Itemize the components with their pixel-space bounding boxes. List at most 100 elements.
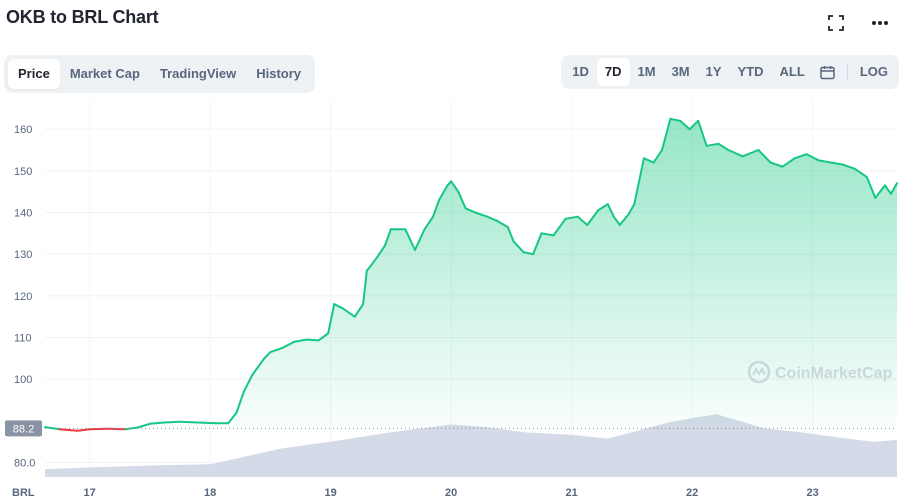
range-1y[interactable]: 1Y (705, 64, 722, 79)
price-line-segment (242, 374, 254, 393)
currency-label: BRL (12, 487, 35, 499)
price-line-segment (532, 232, 543, 256)
price-line-segment (58, 428, 79, 432)
price-line-segment (414, 228, 426, 251)
price-line-segment (540, 232, 555, 237)
price-line-segment (741, 149, 760, 158)
price-line-segment (227, 411, 238, 425)
price-line-segment (552, 217, 567, 237)
price-line-segment (586, 209, 600, 226)
price-line-segment (805, 153, 820, 162)
x-tick-label: 17 (83, 487, 95, 499)
chart-tabs: Price Market Cap TradingView History (4, 55, 316, 93)
price-line-segment (495, 219, 509, 229)
price-line-segment (317, 332, 330, 342)
price-line-segment (44, 426, 61, 431)
price-line-segment (793, 153, 808, 160)
price-line-segment (705, 142, 720, 147)
price-line-segment (293, 338, 308, 343)
price-line-segment (757, 149, 772, 164)
price-line-segment (432, 199, 441, 218)
price-line-segment (688, 119, 700, 131)
price-line-segment (633, 157, 645, 206)
y-tick-label: 110 (14, 333, 32, 345)
x-tick-label: 20 (445, 487, 457, 499)
price-line-segment (883, 184, 892, 195)
calendar-icon[interactable] (813, 58, 843, 86)
y-tick-label: 140 (14, 208, 32, 220)
price-line-segment (606, 203, 615, 218)
price-line-segment (163, 420, 181, 424)
price-line-segment (179, 420, 199, 424)
price-line-segment (457, 190, 467, 210)
tab-price[interactable]: Price (8, 59, 60, 89)
price-line-segment (865, 176, 877, 199)
price-area (45, 118, 897, 431)
y-tick-label: 160 (14, 124, 32, 136)
x-tick-label: 18 (204, 487, 216, 499)
range-1d[interactable]: 1D (572, 64, 589, 79)
price-line-segment (612, 215, 621, 226)
price-line-segment (727, 149, 744, 158)
range-ytd[interactable]: YTD (737, 64, 764, 79)
y-tick-label: 100 (14, 374, 32, 386)
tab-market-cap[interactable]: Market Cap (69, 66, 140, 81)
price-line-segment (383, 228, 392, 247)
price-line-segment (829, 161, 844, 166)
price-line-segment (564, 215, 579, 220)
price-line-segment (853, 167, 868, 179)
price-line-segment (618, 213, 630, 226)
log-scale-toggle[interactable]: LOG (859, 64, 888, 79)
open-price-badge (5, 420, 42, 437)
price-line-segment (76, 428, 91, 432)
volume-area (45, 414, 897, 477)
fullscreen-icon[interactable] (825, 12, 847, 34)
price-line-segment (281, 340, 296, 349)
watermark-text: CoinMarketCap (775, 365, 893, 382)
price-line-segment (263, 351, 272, 360)
price-line-segment (717, 142, 730, 151)
y-tick-label: 80.0 (14, 458, 35, 470)
tab-tradingview[interactable]: TradingView (159, 66, 237, 81)
price-line-segment (661, 117, 672, 151)
y-tick-label: 120 (14, 291, 32, 303)
range-all[interactable]: ALL (779, 64, 805, 79)
price-line-segment (375, 244, 386, 260)
coinmarketcap-watermark: CoinMarketCap (747, 360, 893, 384)
price-line-segment (124, 426, 139, 431)
price-line-segment (874, 184, 886, 199)
price-line-segment (305, 338, 320, 342)
chart-title: OKB to BRL Chart (6, 7, 159, 27)
price-line-segment (438, 184, 449, 201)
price-line-segment (597, 203, 609, 212)
price-line-segment (341, 307, 356, 318)
range-divider (846, 64, 848, 80)
price-line-segment (333, 303, 344, 310)
more-horizontal-icon[interactable] (869, 12, 891, 34)
x-tick-label: 22 (686, 487, 698, 499)
y-tick-label: 150 (14, 166, 32, 178)
price-line-segment (353, 303, 365, 318)
tab-history[interactable]: History (256, 66, 302, 81)
price-line-segment (327, 303, 336, 335)
time-range-selector: 1D 7D 1M 3M 1Y YTD ALL LOG (561, 55, 899, 89)
range-3m[interactable]: 3M (671, 64, 690, 79)
price-line-segment (697, 119, 708, 147)
price-line-segment (890, 182, 898, 195)
price-line-segment (817, 159, 832, 164)
price-line-segment (669, 117, 682, 122)
price-line-segment (841, 163, 856, 170)
price-line-segment (148, 421, 166, 425)
range-7d[interactable]: 7D (596, 58, 630, 86)
price-line-segment (136, 422, 151, 429)
price-line-segment (769, 161, 784, 168)
price-line-segment (652, 149, 663, 164)
price-line-segment (450, 180, 460, 193)
open-price-label: 88.2 (13, 423, 34, 435)
range-1m[interactable]: 1M (637, 64, 656, 79)
price-line-segment (486, 215, 498, 222)
x-tick-label: 19 (324, 487, 336, 499)
price-line-segment (522, 251, 535, 256)
price-line-segment (235, 390, 245, 414)
price-chart[interactable]: 88.2 160 150 140 130 120 110 100 80.0 17 18 19 20 2… (0, 95, 905, 500)
